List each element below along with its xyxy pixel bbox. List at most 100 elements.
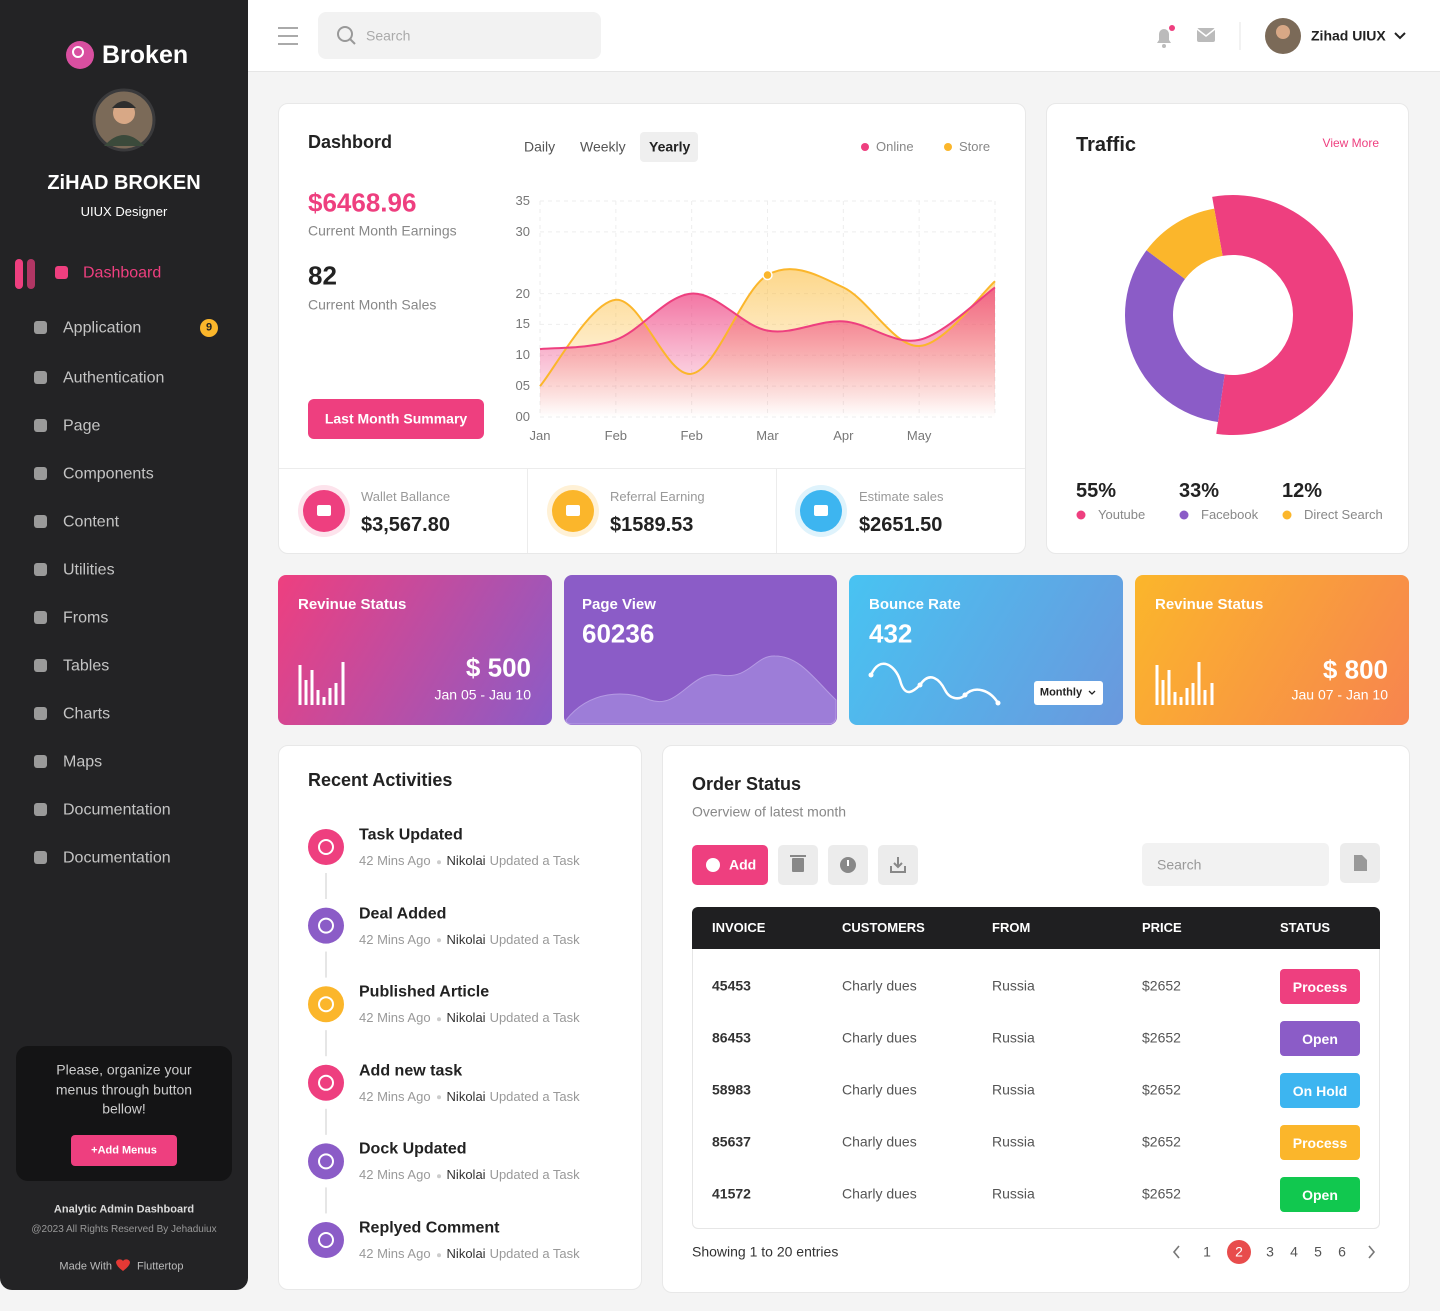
table-body (692, 949, 1380, 1229)
add-menus-label[interactable]: +Add Menus (91, 1144, 157, 1157)
page-number[interactable]: 6 (1338, 1243, 1346, 1260)
legend-dot (1282, 510, 1292, 520)
menu-item[interactable]: Tables (63, 657, 110, 675)
x-tick-label: May (906, 428, 932, 444)
table-cell: Russia (992, 1029, 1035, 1046)
page-number[interactable]: 5 (1314, 1243, 1322, 1260)
activity-action: Updated a Task (489, 1246, 580, 1262)
table-search[interactable] (1142, 843, 1329, 886)
column-header: FROM (992, 920, 1031, 936)
menu-item[interactable]: Dashboard (83, 264, 162, 282)
footer-made: Made With (59, 1260, 112, 1273)
separator (436, 1095, 441, 1100)
activity-title: Dock Updated (359, 1140, 467, 1158)
summary-label[interactable]: Last Month Summary (324, 410, 468, 427)
line (539, 268, 996, 387)
menu-item[interactable]: Documentation (63, 849, 171, 867)
menu-item[interactable]: Page (63, 417, 101, 435)
menu-item[interactable]: Components (63, 465, 154, 483)
table-cell: $2652 (1142, 1081, 1181, 1098)
search-box[interactable] (318, 12, 601, 59)
menu-item[interactable]: Authentication (63, 369, 165, 387)
activity-action: Updated a Task (489, 931, 580, 947)
menu-icon (55, 266, 68, 279)
tab[interactable]: Daily (524, 138, 556, 155)
add-button[interactable] (692, 845, 768, 885)
activity-icon (308, 829, 344, 865)
separator (436, 1174, 441, 1179)
search-placeholder[interactable]: Search (366, 27, 411, 44)
chevron[interactable] (1394, 32, 1406, 40)
menu-toggle[interactable] (278, 27, 298, 45)
column-header: INVOICE (712, 920, 766, 936)
card-title: Bounce Rate (869, 596, 961, 613)
badge-text: 9 (205, 321, 213, 334)
file-icon (1354, 855, 1367, 871)
menu-item[interactable]: Content (63, 513, 120, 531)
add-menus-button[interactable] (71, 1135, 177, 1166)
activity-title: Add new task (359, 1062, 463, 1080)
activity-title: Published Article (359, 983, 490, 1001)
active-indicator (27, 259, 35, 289)
page-active (1227, 1240, 1251, 1264)
menu-item[interactable]: Documentation (63, 801, 171, 819)
legend-value: 12% (1282, 480, 1323, 502)
select-label[interactable]: Monthly (1039, 686, 1083, 699)
search-placeholder[interactable]: Search (1157, 856, 1202, 873)
card-value: 432 (869, 618, 913, 649)
card-value: $ 500 (465, 652, 531, 683)
tab[interactable]: Weekly (580, 138, 626, 155)
stat-value: $1589.53 (610, 514, 694, 536)
y-tick-label: 05 (515, 378, 530, 394)
page-number[interactable]: 2 (1235, 1243, 1243, 1260)
download-icon (890, 857, 906, 873)
active-indicator (15, 259, 23, 289)
table-cell: $2652 (1142, 1133, 1181, 1150)
menu-item[interactable]: Maps (63, 753, 103, 771)
separator (436, 1016, 441, 1021)
table-cell: 58983 (712, 1081, 751, 1098)
bell-icon[interactable] (1157, 29, 1171, 43)
footer-copyright: @2023 All Rights Reserved By Jehaduiux (31, 1224, 217, 1235)
table-cell: 41572 (712, 1185, 751, 1202)
page-number[interactable]: 3 (1266, 1243, 1274, 1260)
user-role: UIUX Designer (80, 204, 168, 220)
menu-icon (34, 563, 47, 576)
menu-item[interactable]: Application (63, 319, 142, 337)
table-header (692, 907, 1380, 949)
activity-meta: 42 Mins Ago Nikolai Updated a Task (359, 932, 580, 948)
y-tick-label: 00 (515, 409, 530, 425)
table-cell: 85637 (712, 1133, 751, 1150)
card-title: Order Status (692, 774, 802, 795)
menu-item[interactable]: Charts (63, 705, 111, 723)
menu-item[interactable]: Utilities (63, 561, 115, 579)
view-more[interactable]: View More (1322, 135, 1379, 150)
avatar (104, 135, 144, 146)
table-cell: Charly dues (842, 1185, 917, 1202)
x-tick-label: Jan (529, 428, 551, 444)
page-number[interactable]: 4 (1290, 1243, 1298, 1260)
add-label[interactable]: Add (729, 856, 757, 873)
table-cell: $2652 (1142, 1185, 1181, 1202)
divider (527, 469, 528, 553)
activity-icon (308, 1222, 344, 1258)
activity-meta: 42 Mins Ago Nikolai Updated a Task (359, 1168, 580, 1184)
table-cell: Charly dues (842, 977, 917, 994)
activity-glyph (318, 839, 334, 855)
trash-icon (792, 858, 804, 872)
menu-item[interactable]: Froms (63, 609, 109, 627)
pager-arrow[interactable] (1172, 1245, 1376, 1259)
mail-icon (1196, 28, 1216, 37)
bell-icon (1162, 44, 1166, 48)
menu-icon (34, 755, 47, 768)
mail-icon[interactable] (1197, 28, 1215, 42)
card-title: Dashbord (308, 132, 393, 153)
card-title: Revinue Status (1155, 596, 1264, 613)
page-number[interactable]: 1 (1203, 1243, 1211, 1260)
tab[interactable]: Yearly (649, 138, 691, 155)
search-icon (337, 26, 353, 42)
summary-button[interactable] (308, 399, 484, 439)
menu-icon (34, 321, 47, 334)
separator (436, 1252, 441, 1257)
